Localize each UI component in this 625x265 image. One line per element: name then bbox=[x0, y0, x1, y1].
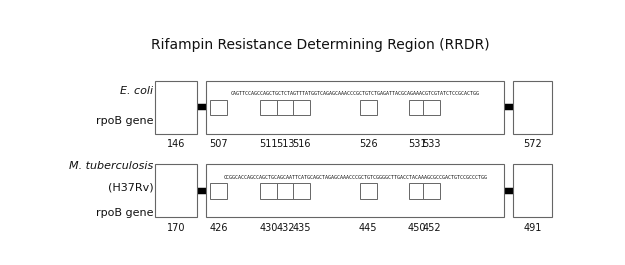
Text: 533: 533 bbox=[422, 139, 441, 149]
Text: 426: 426 bbox=[209, 223, 228, 233]
Text: rpoB gene: rpoB gene bbox=[96, 208, 153, 218]
Text: 432: 432 bbox=[276, 223, 295, 233]
Text: 452: 452 bbox=[422, 223, 441, 233]
Text: M. tuberculosis: M. tuberculosis bbox=[69, 161, 153, 171]
Text: E. coli: E. coli bbox=[120, 86, 153, 96]
Text: 516: 516 bbox=[292, 139, 311, 149]
Bar bbox=[360, 183, 376, 198]
Bar bbox=[211, 100, 227, 115]
Text: 430: 430 bbox=[259, 223, 278, 233]
Text: 450: 450 bbox=[408, 223, 426, 233]
Text: (H37Rv): (H37Rv) bbox=[107, 183, 153, 193]
Bar bbox=[360, 100, 376, 115]
Bar bbox=[260, 100, 277, 115]
Bar bbox=[260, 183, 277, 198]
Bar bbox=[424, 100, 440, 115]
Bar bbox=[278, 183, 294, 198]
Text: 531: 531 bbox=[408, 139, 426, 149]
Bar bbox=[513, 164, 552, 218]
Text: 511: 511 bbox=[259, 139, 278, 149]
Text: 507: 507 bbox=[209, 139, 228, 149]
Text: 491: 491 bbox=[523, 223, 542, 233]
Bar bbox=[409, 100, 426, 115]
Text: Rifampin Resistance Determining Region (RRDR): Rifampin Resistance Determining Region (… bbox=[151, 38, 489, 52]
Bar bbox=[513, 81, 552, 134]
Text: 170: 170 bbox=[166, 223, 185, 233]
Bar bbox=[293, 100, 309, 115]
Text: CCGGCACCAGCCAGCTGCAGCAATTCATGCAGCTAGAGCAAACCCGCTGTCGGGGCTTGACCTACAAAGCGCCGACTGTC: CCGGCACCAGCCAGCTGCAGCAATTCATGCAGCTAGAGCA… bbox=[223, 175, 488, 180]
Bar bbox=[293, 183, 309, 198]
Text: 146: 146 bbox=[166, 139, 185, 149]
Text: 572: 572 bbox=[523, 139, 542, 149]
Text: 513: 513 bbox=[276, 139, 295, 149]
Bar bbox=[154, 164, 197, 218]
Text: 445: 445 bbox=[359, 223, 378, 233]
Bar bbox=[278, 100, 294, 115]
Text: rpoB gene: rpoB gene bbox=[96, 117, 153, 126]
Text: 526: 526 bbox=[359, 139, 378, 149]
Bar bbox=[211, 183, 227, 198]
Bar bbox=[409, 183, 426, 198]
Text: 435: 435 bbox=[292, 223, 311, 233]
Bar bbox=[206, 81, 504, 134]
Bar bbox=[206, 164, 504, 218]
Text: CAGTTCCAGCCAGCTGCTCTAGTTTATGGTCAGAGCAAACCCGCTGTCTGAGATTACGCAGAAACGTCGTATCTCCGCAC: CAGTTCCAGCCAGCTGCTCTAGTTTATGGTCAGAGCAAAC… bbox=[231, 91, 480, 96]
Bar bbox=[424, 183, 440, 198]
Bar bbox=[154, 81, 197, 134]
